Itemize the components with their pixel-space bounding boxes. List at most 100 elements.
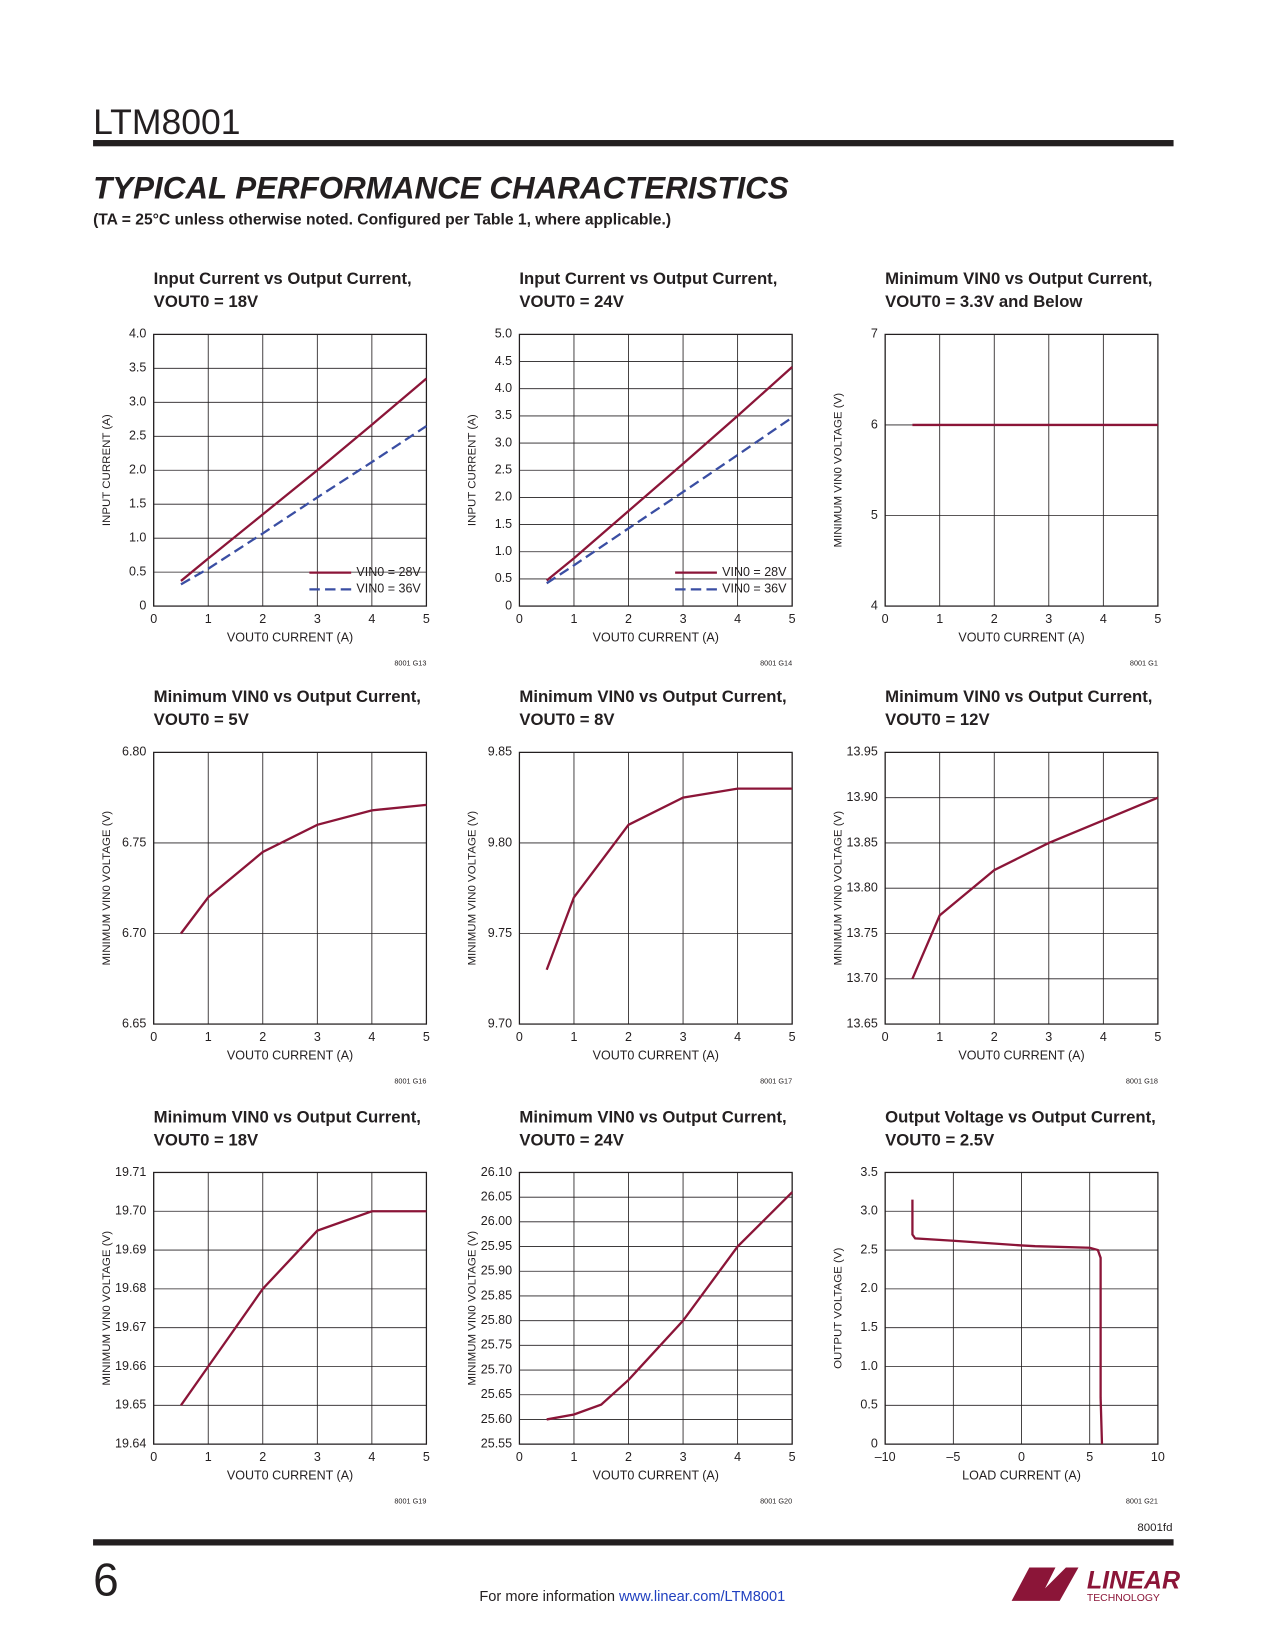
x-tick-label: 2	[259, 612, 266, 626]
x-tick-label: 1	[570, 1450, 577, 1464]
y-tick-label: 3.5	[860, 1165, 877, 1179]
figure-code: 8001 G20	[760, 1497, 792, 1506]
section-subtitle: (TA = 25°C unless otherwise noted. Confi…	[93, 212, 671, 229]
footer-label: For more information	[479, 1589, 619, 1605]
x-tick-label: 1	[570, 612, 577, 626]
x-tick-label: 5	[1086, 1450, 1093, 1464]
x-tick-label: 0	[1018, 1450, 1025, 1464]
y-tick-label: 1.5	[495, 517, 512, 531]
y-tick-label: 2.5	[495, 463, 512, 477]
x-tick-label: 0	[516, 612, 523, 626]
y-tick-label: 1.0	[129, 530, 146, 544]
y-tick-label: 25.55	[481, 1436, 512, 1450]
data-line	[180, 377, 428, 582]
x-tick-label: 2	[991, 612, 998, 626]
y-tick-label: 19.69	[115, 1242, 146, 1256]
x-tick-label: 3	[680, 1450, 687, 1464]
x-tick-label: 2	[259, 1450, 266, 1464]
y-tick-label: 6.70	[122, 926, 146, 940]
x-tick-label: 5	[789, 612, 796, 626]
y-tick-label: 26.05	[481, 1189, 512, 1203]
data-line	[180, 1210, 427, 1406]
x-tick-label: 2	[991, 1030, 998, 1044]
y-tick-label: 26.10	[481, 1165, 512, 1179]
x-tick-label: 2	[259, 1030, 266, 1044]
y-tick-label: 19.68	[115, 1281, 146, 1295]
x-axis-label: VOUT0 CURRENT (A)	[227, 1469, 353, 1483]
x-tick-label: 5	[423, 1030, 430, 1044]
chart-title: Minimum VIN0 vs Output Current,	[519, 1107, 786, 1126]
y-tick-label: 0	[139, 598, 146, 612]
data-line	[180, 425, 428, 586]
y-tick-label: 9.85	[488, 745, 512, 759]
footer-link[interactable]: www.linear.com/LTM8001	[618, 1589, 785, 1605]
x-tick-label: 1	[205, 1030, 212, 1044]
x-tick-label: 1	[205, 612, 212, 626]
x-tick-label: 1	[936, 1030, 943, 1044]
y-axis-label: MINIMUM VIN0 VOLTAGE (V)	[101, 1231, 113, 1386]
y-tick-label: 2.5	[129, 429, 146, 443]
y-tick-label: 25.70	[481, 1362, 512, 1376]
chart-title: Minimum VIN0 vs Output Current,	[154, 1107, 421, 1126]
x-axis-label: VOUT0 CURRENT (A)	[593, 631, 719, 645]
part-number: LTM8001	[93, 102, 240, 142]
y-tick-label: 6.80	[122, 745, 146, 759]
x-axis-label: VOUT0 CURRENT (A)	[593, 1049, 719, 1063]
y-tick-label: 19.65	[115, 1398, 146, 1412]
legend-label: VIN0 = 28V	[722, 565, 787, 579]
y-tick-label: 25.60	[481, 1412, 512, 1426]
x-tick-label: 3	[1045, 1030, 1052, 1044]
y-tick-label: 13.65	[847, 1016, 878, 1030]
x-tick-label: 5	[1154, 1030, 1161, 1044]
x-tick-label: 1	[570, 1030, 577, 1044]
x-tick-label: 3	[314, 1030, 321, 1044]
y-tick-label: 4	[871, 598, 878, 612]
x-tick-label: 10	[1151, 1450, 1165, 1464]
figure-code: 8001 G14	[760, 659, 792, 668]
y-tick-label: 13.95	[847, 745, 878, 759]
figure-code: 8001 G19	[394, 1497, 426, 1506]
y-tick-label: 25.90	[481, 1264, 512, 1278]
x-tick-label: 4	[368, 612, 375, 626]
x-tick-label: 4	[1100, 612, 1107, 626]
plot-frame	[518, 1171, 793, 1445]
data-line	[546, 1191, 793, 1421]
x-tick-label: 5	[789, 1450, 796, 1464]
x-tick-label: 4	[1100, 1030, 1107, 1044]
data-line	[545, 787, 793, 971]
x-tick-label: 3	[314, 1450, 321, 1464]
header-rule	[93, 140, 1174, 147]
x-tick-label: 0	[882, 612, 889, 626]
x-tick-label: 2	[625, 1030, 632, 1044]
x-axis-label: VOUT0 CURRENT (A)	[227, 1049, 353, 1063]
page-number: 6	[93, 1554, 119, 1606]
x-tick-label: 5	[1154, 612, 1161, 626]
y-axis-label: MINIMUM VIN0 VOLTAGE (V)	[832, 811, 844, 966]
y-axis-label: MINIMUM VIN0 VOLTAGE (V)	[467, 811, 479, 966]
plot-frame	[518, 333, 793, 607]
y-tick-label: 13.70	[847, 971, 878, 985]
logo-subtext: TECHNOLOGY	[1087, 1593, 1160, 1604]
chart-title: Minimum VIN0 vs Output Current,	[885, 269, 1152, 288]
x-tick-label: 0	[516, 1030, 523, 1044]
y-tick-label: 1.0	[860, 1359, 877, 1373]
footer-text: For more information www.linear.com/LTM8…	[479, 1589, 785, 1605]
footer-rule	[93, 1539, 1174, 1546]
y-axis-label: INPUT CURRENT (A)	[101, 414, 113, 526]
y-tick-label: 1.5	[860, 1320, 877, 1334]
y-tick-label: 19.67	[115, 1320, 146, 1334]
x-axis-label: VOUT0 CURRENT (A)	[958, 631, 1084, 645]
doc-code: 8001fd	[1137, 1522, 1172, 1534]
logo-mark	[1011, 1567, 1079, 1601]
logo-text: LINEAR	[1087, 1566, 1180, 1594]
x-tick-label: 4	[734, 612, 741, 626]
figure-code: 8001 G16	[394, 1077, 426, 1086]
plot-frame	[884, 751, 1159, 1025]
x-axis-label: VOUT0 CURRENT (A)	[593, 1469, 719, 1483]
y-tick-label: 13.75	[847, 926, 878, 940]
chart-title: VOUT0 = 8V	[519, 710, 615, 729]
x-axis-label: VOUT0 CURRENT (A)	[227, 631, 353, 645]
figure-code: 8001 G13	[394, 659, 426, 668]
y-tick-label: 3.0	[495, 435, 512, 449]
